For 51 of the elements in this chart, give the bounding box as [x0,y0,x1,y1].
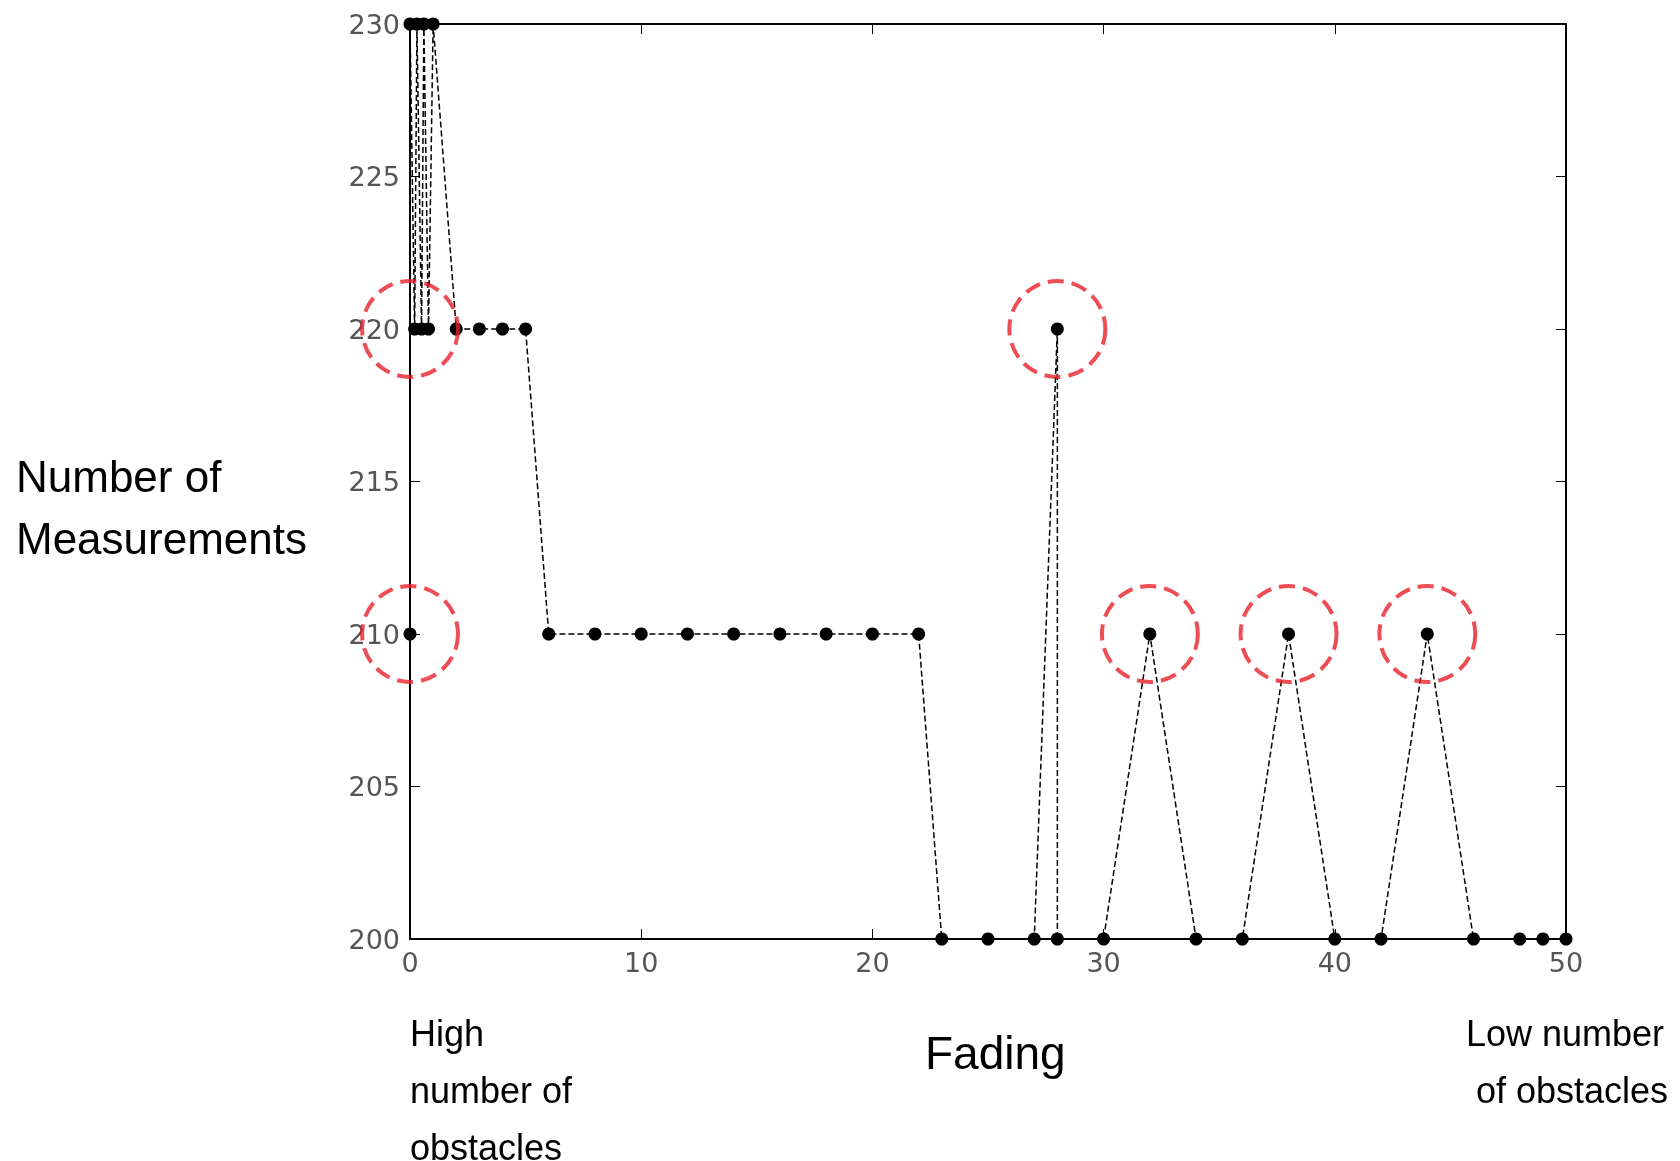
x-axis-title: Fading [925,1027,1066,1079]
y-tick-label: 230 [348,8,400,40]
point [1235,932,1249,946]
point [1099,584,1200,684]
point [1559,932,1573,946]
point [1513,932,1527,946]
point [680,627,694,641]
point [935,932,949,946]
point [1328,932,1342,946]
point [1143,627,1157,641]
point [519,322,533,336]
point [773,627,787,641]
y-tick-label: 215 [348,466,400,497]
point [1467,932,1481,946]
point [727,627,741,641]
point [819,627,833,641]
text: Low number of obstacles [1466,1013,1669,1111]
point [588,627,602,641]
x-tick-label: 10 [624,947,659,978]
point [981,932,995,946]
x-tick-label: 20 [855,947,890,978]
point [1027,932,1041,946]
y-axis-title: Number of Measurements [16,451,308,563]
point [1420,627,1434,641]
x-tick-label: 40 [1317,947,1352,978]
point [422,322,435,336]
point [495,322,509,336]
x-tick-label: 30 [1086,947,1121,978]
point [1282,627,1296,641]
point [1050,932,1064,946]
point [912,627,926,641]
point [426,17,440,31]
point [1374,932,1388,946]
point [1536,932,1550,946]
y-tick-label: 200 [348,923,400,955]
point [472,322,486,336]
x-tick-label: 50 [1548,947,1584,978]
point [1007,279,1108,379]
point [1238,584,1339,684]
point [542,627,556,641]
point [634,627,648,641]
y-tick-label: 225 [348,161,400,192]
point [1050,322,1064,336]
point [1097,932,1111,946]
text: High number of obstacles [410,1013,583,1161]
point [865,627,879,641]
point [1189,932,1203,946]
x-tick-label: 0 [401,947,419,978]
y-tick-label: 205 [348,771,400,802]
point [1377,584,1478,684]
point [403,627,417,641]
